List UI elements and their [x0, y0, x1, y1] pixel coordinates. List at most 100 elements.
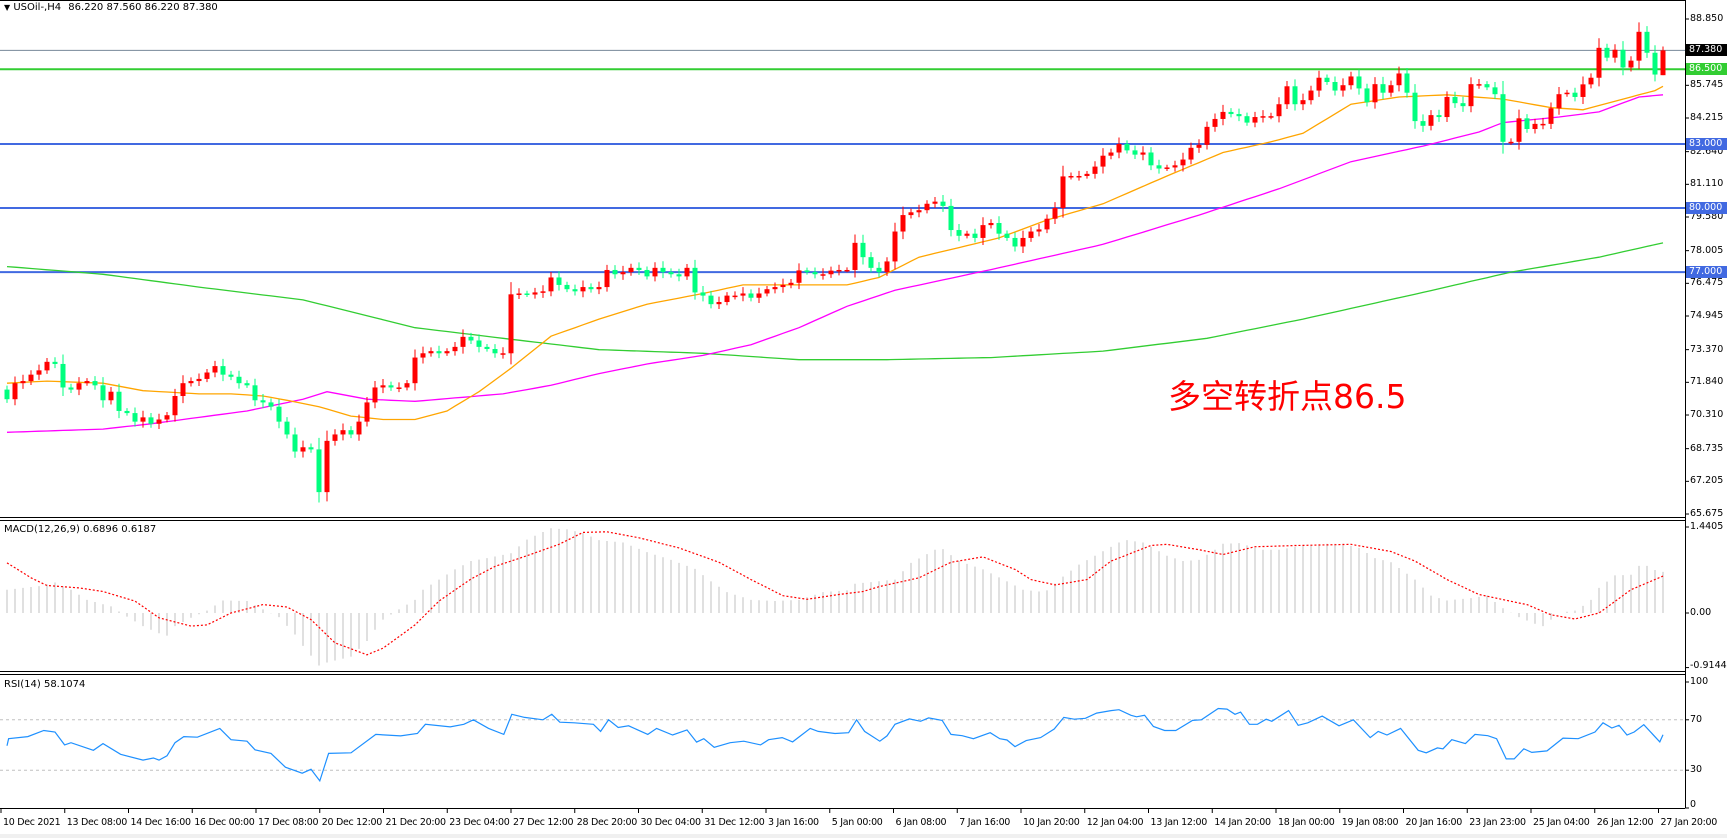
candle[interactable] [1604, 43, 1610, 62]
candle[interactable] [1476, 79, 1482, 89]
candle[interactable] [636, 262, 642, 275]
candle[interactable] [660, 261, 666, 279]
candle[interactable] [140, 410, 146, 428]
candle[interactable] [164, 412, 170, 423]
candle[interactable] [1660, 46, 1666, 76]
candle[interactable] [1396, 66, 1402, 92]
candle[interactable] [1100, 148, 1106, 174]
candle[interactable] [532, 287, 538, 299]
candle[interactable] [1564, 89, 1570, 97]
candle[interactable] [372, 380, 378, 409]
candle[interactable] [172, 388, 178, 422]
candlesticks[interactable] [4, 22, 1666, 503]
candle[interactable] [204, 368, 210, 383]
candle[interactable] [564, 281, 570, 293]
candle[interactable] [1172, 160, 1178, 172]
candle[interactable] [1108, 148, 1114, 160]
candle[interactable] [380, 379, 386, 394]
candle[interactable] [1644, 26, 1650, 58]
candle[interactable] [1468, 77, 1474, 113]
candle[interactable] [1492, 82, 1498, 99]
candle[interactable] [820, 268, 826, 280]
candle[interactable] [252, 378, 258, 407]
candle[interactable] [1004, 230, 1010, 241]
candle[interactable] [508, 282, 514, 365]
candle[interactable] [684, 263, 690, 280]
candle[interactable] [236, 370, 242, 389]
candle[interactable] [740, 287, 746, 302]
candle[interactable] [1204, 121, 1210, 150]
candle[interactable] [804, 267, 810, 275]
candle[interactable] [580, 280, 586, 298]
candle[interactable] [1516, 109, 1522, 150]
candle[interactable] [628, 263, 634, 276]
candle[interactable] [1236, 108, 1242, 122]
candle[interactable] [620, 265, 626, 280]
candle[interactable] [1188, 142, 1194, 165]
candle[interactable] [28, 370, 34, 385]
candle[interactable] [572, 284, 578, 296]
candle[interactable] [748, 289, 754, 302]
candle[interactable] [444, 348, 450, 356]
candle[interactable] [1340, 78, 1346, 97]
candle[interactable] [788, 279, 794, 289]
candle[interactable] [1220, 104, 1226, 126]
candle[interactable] [116, 383, 122, 419]
candle[interactable] [452, 341, 458, 356]
candle[interactable] [948, 198, 954, 237]
candle[interactable] [1044, 214, 1050, 234]
candle[interactable] [316, 437, 322, 503]
candle[interactable] [300, 440, 306, 458]
candle[interactable] [900, 206, 906, 240]
candle[interactable] [1508, 138, 1514, 145]
candle[interactable] [228, 370, 234, 381]
candle[interactable] [1588, 73, 1594, 89]
candle[interactable] [1076, 170, 1082, 181]
candle[interactable] [1548, 102, 1554, 130]
candle[interactable] [612, 265, 618, 279]
candle[interactable] [244, 380, 250, 388]
candle[interactable] [468, 332, 474, 345]
candle[interactable] [340, 423, 346, 441]
candle[interactable] [964, 230, 970, 239]
candle[interactable] [196, 373, 202, 386]
candle[interactable] [1020, 230, 1026, 254]
candle[interactable] [1084, 170, 1090, 179]
candle[interactable] [1124, 140, 1130, 154]
candle[interactable] [388, 381, 394, 391]
candle[interactable] [292, 427, 298, 458]
candle[interactable] [588, 283, 594, 293]
candle[interactable] [484, 343, 490, 352]
candle[interactable] [412, 349, 418, 391]
candle[interactable] [1500, 81, 1506, 154]
candle[interactable] [716, 296, 722, 310]
candle[interactable] [1436, 109, 1442, 122]
candle[interactable] [772, 282, 778, 294]
candle[interactable] [876, 262, 882, 278]
candle[interactable] [492, 344, 498, 358]
candle[interactable] [1284, 81, 1290, 109]
candle[interactable] [836, 264, 842, 276]
candle[interactable] [1580, 76, 1586, 105]
candle[interactable] [1356, 69, 1362, 95]
candle[interactable] [364, 396, 370, 427]
candle[interactable] [220, 358, 226, 382]
candle[interactable] [20, 374, 26, 389]
candle[interactable] [940, 195, 946, 212]
candle[interactable] [1404, 68, 1410, 98]
candle[interactable] [1412, 84, 1418, 129]
candle[interactable] [1164, 164, 1170, 171]
candle[interactable] [12, 376, 18, 406]
candle[interactable] [884, 257, 890, 276]
candle[interactable] [1244, 112, 1250, 126]
candle[interactable] [1324, 74, 1330, 85]
candle[interactable] [980, 217, 986, 246]
candle[interactable] [396, 382, 402, 393]
candle[interactable] [1268, 112, 1274, 120]
candle[interactable] [1228, 108, 1234, 118]
candle[interactable] [644, 266, 650, 280]
candle[interactable] [1524, 114, 1530, 133]
candle[interactable] [124, 408, 130, 416]
candle[interactable] [348, 426, 354, 439]
candle[interactable] [404, 379, 410, 391]
